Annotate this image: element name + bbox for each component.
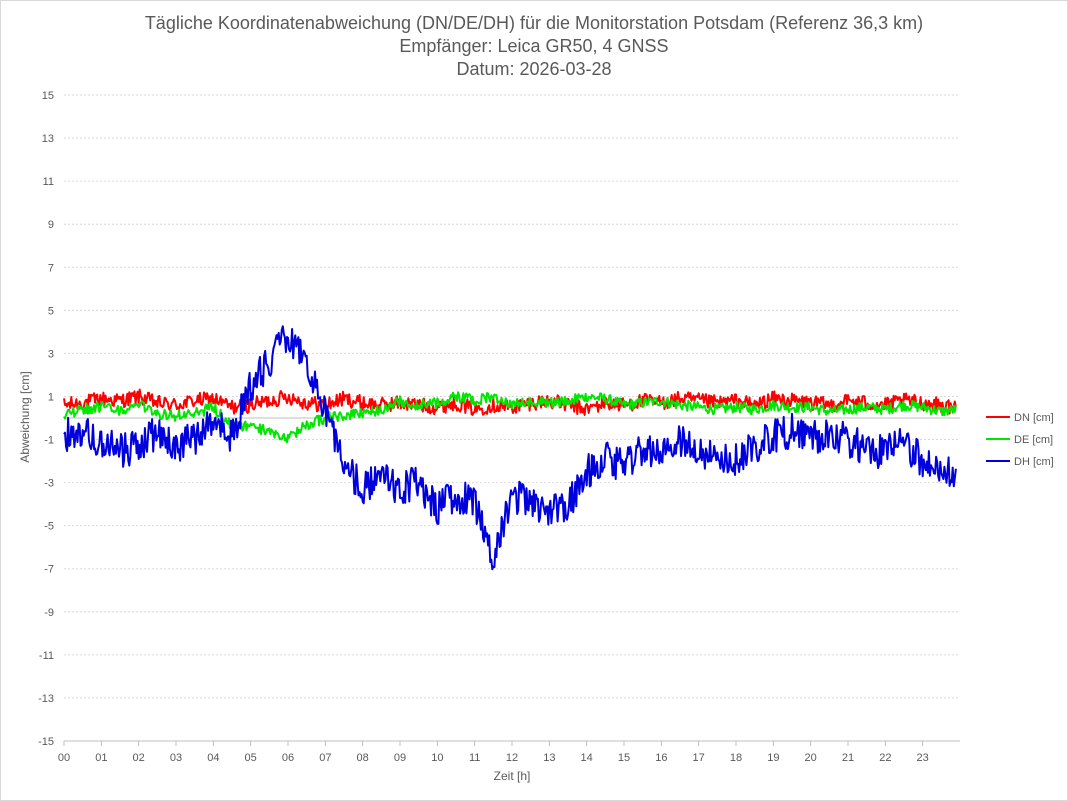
y-tick-label: 13 (42, 133, 54, 145)
y-tick-label: -13 (38, 693, 54, 705)
y-axis: 15 13 11 9 7 5 3 1 -1 -3 -5 -7 -9 -11 -13 -15 (38, 90, 54, 748)
x-tick-label: 16 (655, 752, 667, 764)
series-line-2 (63, 325, 957, 571)
y-tick-label: -11 (39, 650, 54, 662)
y-tick-label: 7 (48, 262, 54, 274)
y-axis-title: Abweichung [cm] (18, 371, 32, 462)
x-axis: 00 01 02 03 04 05 06 07 08 09 10 11 12 13 14 15 16 17 18 19… (58, 740, 960, 764)
x-tick-label: 21 (842, 752, 854, 764)
chart-title: Tägliche Koordinatenabweichung (DN/DE/DH… (144, 13, 924, 33)
y-tick-label: 3 (48, 348, 54, 360)
x-tick-label: 10 (431, 752, 443, 764)
y-tick-label: -5 (44, 521, 54, 533)
x-tick-label: 00 (58, 752, 70, 764)
x-tick-label: 20 (805, 752, 817, 764)
x-tick-label: 17 (693, 752, 705, 764)
x-tick-label: 07 (319, 752, 331, 764)
x-tick-label: 18 (730, 752, 742, 764)
series-line-1 (63, 391, 957, 444)
x-tick-label: 15 (618, 752, 630, 764)
x-tick-label: 05 (245, 752, 257, 764)
y-tick-label: -15 (38, 736, 54, 748)
x-tick-label: 22 (879, 752, 891, 764)
x-tick-label: 02 (133, 752, 145, 764)
x-tick-label: 03 (170, 752, 182, 764)
legend-label: DN [cm] (1014, 412, 1054, 424)
y-tick-label: -9 (44, 607, 54, 619)
x-tick-label: 06 (282, 752, 294, 764)
y-tick-label: -3 (44, 478, 54, 490)
x-tick-label: 14 (581, 752, 593, 764)
chart-subtitle-receiver: Empfänger: Leica GR50, 4 GNSS (399, 36, 669, 56)
x-tick-label: 13 (543, 752, 555, 764)
x-tick-label: 01 (95, 752, 107, 764)
x-tick-label: 19 (767, 752, 779, 764)
y-tick-label: 1 (48, 391, 54, 403)
y-tick-label: -1 (44, 435, 54, 447)
x-tick-label: 11 (469, 752, 480, 764)
y-tick-label: -7 (44, 564, 54, 576)
x-tick-label: 12 (506, 752, 518, 764)
y-tick-label: 15 (42, 90, 54, 102)
chart-subtitle-date: Datum: 2026-03-28 (456, 59, 612, 79)
legend-label: DH [cm] (1014, 456, 1054, 468)
y-tick-label: 5 (48, 305, 54, 317)
x-tick-label: 23 (917, 752, 929, 764)
grid (64, 94, 960, 742)
x-axis-title: Zeit [h] (494, 769, 531, 783)
y-tick-label: 9 (48, 219, 54, 231)
y-tick-label: 11 (43, 176, 54, 188)
legend-label: DE [cm] (1014, 434, 1053, 446)
x-tick-label: 04 (207, 752, 219, 764)
series (63, 325, 957, 571)
legend: DN [cm] DE [cm] DH [cm] (986, 412, 1054, 468)
x-tick-label: 08 (357, 752, 369, 764)
x-tick-label: 09 (394, 752, 406, 764)
